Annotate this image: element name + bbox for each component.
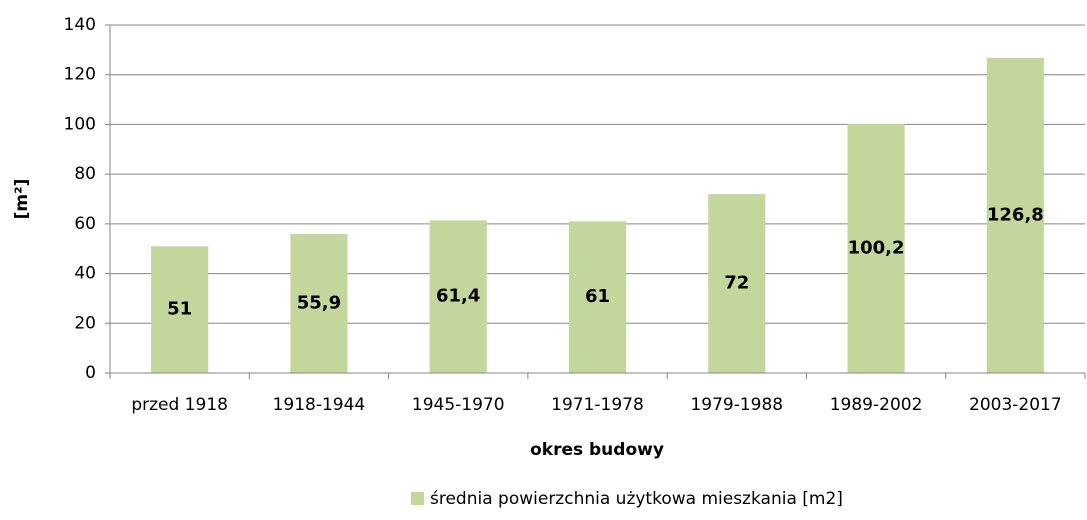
legend-label: średnia powierzchnia użytkowa mieszkania… xyxy=(430,489,843,509)
bar xyxy=(290,234,348,373)
bar xyxy=(568,221,627,373)
bar xyxy=(847,123,905,373)
x-tick-label: 1989-2002 xyxy=(830,395,923,415)
data-label: 61,4 xyxy=(436,286,480,307)
data-label: 100,2 xyxy=(848,237,905,258)
bar xyxy=(151,246,209,373)
x-tick-label: 1918-1944 xyxy=(273,395,366,415)
bar xyxy=(986,57,1044,373)
x-tick-label: 1971-1978 xyxy=(551,395,644,415)
x-tick-label: przed 1918 xyxy=(131,395,228,415)
bar xyxy=(708,194,766,373)
y-tick-label: 140 xyxy=(64,15,96,35)
x-axis-title: okres budowy xyxy=(530,440,664,460)
y-tick-label: 20 xyxy=(74,313,96,333)
legend-swatch xyxy=(411,492,424,505)
y-axis-title: [m²] xyxy=(12,179,32,220)
y-tick-label: 60 xyxy=(74,214,96,234)
data-label: 61 xyxy=(585,286,610,307)
data-label: 126,8 xyxy=(987,204,1044,225)
data-label: 55,9 xyxy=(297,293,341,314)
data-label: 72 xyxy=(724,273,749,294)
x-tick-label: 1945-1970 xyxy=(412,395,505,415)
y-tick-label: 80 xyxy=(74,164,96,184)
y-tick-label: 0 xyxy=(85,363,96,383)
y-tick-label: 100 xyxy=(64,114,96,134)
x-tick-label: 1979-1988 xyxy=(690,395,783,415)
data-label: 51 xyxy=(167,299,192,320)
bar xyxy=(429,220,487,373)
x-tick-label: 2003-2017 xyxy=(969,395,1062,415)
y-tick-label: 40 xyxy=(74,264,96,284)
y-tick-label: 120 xyxy=(64,65,96,85)
